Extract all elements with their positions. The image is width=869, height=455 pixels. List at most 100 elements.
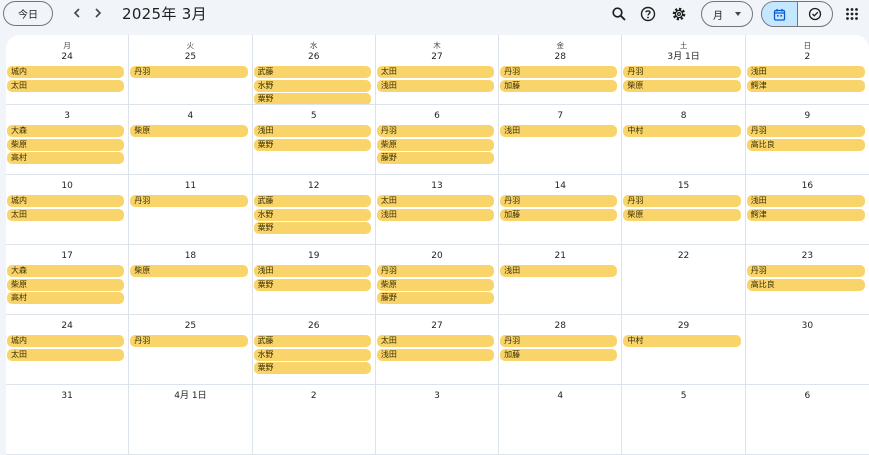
help-icon[interactable] (638, 4, 658, 24)
event-chip[interactable]: 丹羽 (746, 265, 865, 277)
event-chip[interactable]: 加藤 (500, 348, 618, 361)
day-cell[interactable]: 4 (499, 385, 623, 455)
day-cell[interactable]: 17 大森 柴原 高村 (6, 245, 130, 315)
event-chip[interactable]: 太田 (376, 195, 495, 207)
day-cell[interactable]: 18 柴原 (129, 245, 253, 315)
event-chip[interactable]: 丹羽 (376, 125, 495, 137)
day-cell[interactable]: 8 中村 (622, 105, 746, 175)
date-number[interactable]: 30 (801, 321, 814, 331)
date-number[interactable]: 21 (554, 251, 566, 261)
event-chip[interactable]: 浅田 (253, 265, 371, 277)
day-cell[interactable]: 9 丹羽 高比良 (745, 105, 869, 175)
event-chip[interactable]: 藤野 (376, 152, 495, 165)
day-cell[interactable]: 金 28 丹羽 加藤 (499, 35, 623, 105)
date-number[interactable]: 7 (557, 111, 564, 121)
event-chip[interactable]: 浅田 (746, 66, 865, 78)
day-cell[interactable]: 15 丹羽 柴原 (622, 175, 746, 245)
date-number[interactable]: 5 (680, 391, 687, 401)
event-chip[interactable]: 加藤 (500, 79, 618, 92)
date-number[interactable]: 4月 1日 (174, 391, 207, 401)
day-cell[interactable]: 5 (622, 385, 746, 455)
date-number[interactable]: 17 (61, 251, 73, 261)
date-number[interactable]: 27 (431, 52, 443, 62)
search-icon[interactable] (609, 4, 629, 24)
date-number[interactable]: 16 (801, 181, 814, 191)
day-cell[interactable]: 25 丹羽 (129, 315, 253, 385)
day-cell[interactable]: 14 丹羽 加藤 (499, 175, 623, 245)
date-number[interactable]: 26 (307, 52, 320, 62)
date-number[interactable]: 4 (557, 391, 564, 401)
day-cell[interactable]: 24 城内 太田 (6, 315, 130, 385)
date-number[interactable]: 8 (680, 111, 687, 121)
event-chip[interactable]: 柴原 (623, 79, 741, 92)
event-chip[interactable]: 太田 (376, 335, 495, 347)
day-cell[interactable]: 11 丹羽 (129, 175, 253, 245)
day-cell[interactable]: 21 浅田 (499, 245, 623, 315)
event-chip[interactable]: 丹羽 (746, 125, 865, 137)
calendar-icon[interactable] (762, 2, 798, 26)
event-chip[interactable]: 武藤 (253, 66, 371, 78)
day-cell[interactable]: 28 丹羽 加藤 (499, 315, 623, 385)
event-chip[interactable]: 水野 (253, 348, 371, 361)
event-chip[interactable]: 太田 (7, 79, 125, 92)
chevron-left-icon[interactable] (68, 4, 86, 22)
day-cell[interactable]: 水 26 武藤 水野 粟野 (252, 35, 376, 105)
event-chip[interactable]: 武藤 (253, 335, 371, 347)
day-cell[interactable]: 4 柴原 (129, 105, 253, 175)
event-chip[interactable]: 柴原 (376, 138, 495, 151)
date-number[interactable]: 24 (61, 321, 73, 331)
day-cell[interactable]: 6 (745, 385, 869, 455)
date-number[interactable]: 3 (64, 111, 70, 121)
day-cell[interactable]: 19 浅田 粟野 (252, 245, 376, 315)
event-chip[interactable]: 水野 (253, 208, 371, 221)
event-chip[interactable]: 高比良 (746, 278, 865, 291)
day-cell[interactable]: 6 丹羽 柴原 藤野 (375, 105, 500, 175)
event-chip[interactable]: 鰐津 (746, 79, 865, 92)
event-chip[interactable]: 太田 (376, 66, 495, 78)
day-cell[interactable]: 16 浅田 鰐津 (745, 175, 869, 245)
event-chip[interactable]: 城内 (7, 195, 125, 207)
date-number[interactable]: 4 (187, 111, 194, 121)
event-chip[interactable]: 浅田 (746, 195, 865, 207)
event-chip[interactable]: 丹羽 (376, 265, 495, 277)
date-number[interactable]: 25 (184, 321, 197, 331)
event-chip[interactable]: 高村 (7, 292, 125, 305)
date-number[interactable]: 25 (184, 52, 197, 62)
date-number[interactable]: 2 (804, 52, 811, 62)
event-chip[interactable]: 粟野 (253, 278, 371, 291)
event-chip[interactable]: 柴原 (130, 125, 248, 137)
date-number[interactable]: 23 (801, 251, 814, 261)
event-chip[interactable]: 浅田 (376, 348, 495, 361)
event-chip[interactable]: 大森 (7, 125, 125, 137)
event-chip[interactable]: 柴原 (7, 138, 125, 151)
day-cell[interactable]: 13 太田 浅田 (375, 175, 500, 245)
event-chip[interactable]: 大森 (7, 265, 125, 277)
date-number[interactable]: 6 (804, 391, 811, 401)
day-cell[interactable]: 3 (375, 385, 500, 455)
event-chip[interactable]: 浅田 (253, 125, 371, 137)
day-cell[interactable]: 土 3月 1日 丹羽 柴原 (622, 35, 746, 105)
date-number[interactable]: 2 (310, 391, 317, 401)
date-number[interactable]: 28 (554, 52, 566, 62)
event-chip[interactable]: 浅田 (500, 125, 618, 137)
day-cell[interactable]: 31 (6, 385, 130, 455)
event-chip[interactable]: 水野 (253, 79, 371, 92)
chevron-right-icon[interactable] (89, 4, 107, 22)
date-number[interactable]: 9 (804, 111, 811, 121)
date-number[interactable]: 6 (434, 111, 440, 121)
event-chip[interactable]: 太田 (7, 208, 125, 221)
date-number[interactable]: 24 (61, 52, 73, 62)
event-chip[interactable]: 丹羽 (500, 66, 618, 78)
event-chip[interactable]: 粟野 (253, 222, 371, 235)
date-number[interactable]: 14 (554, 181, 566, 191)
event-chip[interactable]: 丹羽 (500, 195, 618, 207)
event-chip[interactable]: 藤野 (376, 292, 495, 305)
event-chip[interactable]: 浅田 (376, 208, 495, 221)
date-number[interactable]: 12 (307, 181, 320, 191)
today-button[interactable]: 今日 (3, 1, 53, 26)
date-number[interactable]: 19 (307, 251, 320, 261)
day-cell[interactable]: 20 丹羽 柴原 藤野 (375, 245, 500, 315)
event-chip[interactable]: 粟野 (253, 93, 371, 104)
date-number[interactable]: 29 (677, 321, 690, 331)
date-number[interactable]: 28 (554, 321, 566, 331)
